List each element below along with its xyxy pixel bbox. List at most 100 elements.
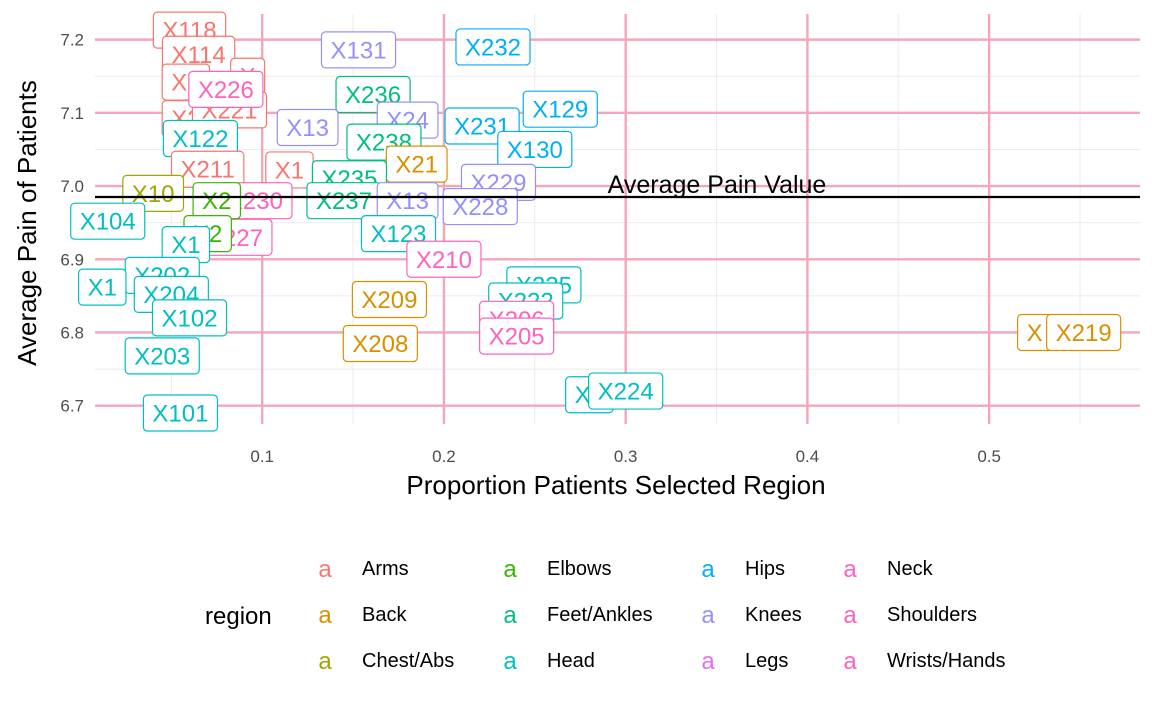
label-box	[276, 108, 339, 147]
legend-key: a	[318, 602, 332, 629]
point-label: X232	[455, 28, 531, 66]
label-text: X13	[386, 188, 429, 215]
grid-major	[95, 14, 1140, 424]
point-label: X226	[188, 70, 264, 109]
label-text: X129	[532, 97, 588, 124]
legend-key: a	[843, 648, 857, 675]
label-text: X	[1027, 320, 1043, 347]
x-tick-label: 0.3	[614, 447, 638, 466]
label-text: X228	[452, 194, 508, 221]
label-text: X131	[330, 37, 386, 64]
x-tick-label: 0.4	[796, 447, 820, 466]
legend-key: a	[843, 556, 857, 583]
legend-label: Neck	[887, 558, 934, 580]
label-text: X13	[286, 115, 329, 142]
point-label: X1	[161, 226, 211, 264]
legend-key: a	[503, 602, 517, 629]
legend-key: a	[843, 602, 857, 629]
label-text: X104	[80, 209, 136, 236]
label-text: X1	[275, 157, 304, 184]
y-tick-label: 7.1	[60, 104, 84, 123]
label-box	[70, 202, 146, 240]
point-label: X1	[77, 268, 127, 306]
x-axis-title: Proportion Patients Selected Region	[406, 470, 825, 500]
label-text: X205	[489, 324, 545, 351]
point-label: X101	[142, 394, 219, 432]
legend-key: a	[318, 556, 332, 583]
label-box	[406, 240, 482, 278]
label-text: X224	[598, 379, 654, 406]
point-label: X13	[376, 182, 439, 220]
point-label: X130	[497, 130, 573, 169]
label-box	[124, 337, 200, 375]
point-label: X203	[124, 337, 200, 375]
label-text: X210	[416, 247, 472, 274]
legend-label: Arms	[362, 558, 409, 580]
label-box	[77, 268, 127, 306]
point-label: X210	[406, 240, 482, 278]
legend-key: a	[503, 556, 517, 583]
label-text: X203	[134, 343, 190, 370]
x-tick-labels: 0.1 0.2 0.3 0.4 0.5	[250, 447, 1001, 466]
legend-label: Chest/Abs	[362, 650, 454, 672]
point-label: X102	[151, 299, 228, 337]
y-axis-title: Average Pain of Patients	[12, 80, 42, 366]
label-text: X1	[171, 232, 200, 259]
x-tick-label: 0.5	[977, 447, 1001, 466]
label-text: X237	[316, 188, 372, 215]
label-box	[351, 280, 428, 319]
y-tick-label: 6.7	[60, 397, 84, 416]
label-box	[122, 174, 185, 212]
label-text: X208	[352, 331, 408, 358]
legend-key: a	[318, 648, 332, 675]
label-box	[320, 31, 397, 69]
label-text: X226	[198, 77, 254, 104]
label-box	[479, 317, 555, 355]
point-label: X205	[479, 317, 555, 355]
legend-key: a	[503, 648, 517, 675]
label-text: X102	[161, 305, 217, 332]
label-text: X209	[361, 287, 417, 314]
y-tick-label: 6.9	[60, 250, 84, 269]
legend-label: Feet/Ankles	[547, 604, 653, 626]
label-text: X101	[152, 401, 208, 428]
legend-label: Back	[362, 604, 407, 626]
point-label: X224	[588, 372, 664, 410]
point-label: X237	[306, 182, 382, 220]
y-tick-label: 6.8	[60, 323, 84, 342]
label-text: X219	[1056, 320, 1112, 347]
label-box	[188, 70, 264, 109]
label-text: X21	[395, 152, 438, 179]
legend-title: region	[205, 603, 272, 630]
y-tick-labels: 6.7 6.8 6.9 7.0 7.1 7.2	[60, 31, 84, 416]
reference-line-label: Average Pain Value	[608, 171, 827, 199]
legend: a Arms a Back a Chest/Abs a Elbows a Feet/Ankles a…	[318, 556, 1005, 675]
label-text: X1	[88, 275, 117, 302]
label-text: X122	[172, 126, 228, 153]
point-label: X129	[522, 90, 598, 128]
point-label: X	[1016, 313, 1053, 352]
x-tick-label: 0.1	[250, 447, 274, 466]
label-box	[455, 28, 531, 66]
y-tick-label: 7.2	[60, 31, 84, 50]
legend-label: Head	[547, 650, 595, 672]
label-box	[522, 90, 598, 128]
x-tick-label: 0.2	[432, 447, 456, 466]
point-label: X208	[342, 324, 418, 363]
y-tick-label: 7.0	[60, 177, 84, 196]
point-label: X209	[351, 280, 428, 319]
label-box	[142, 394, 219, 432]
point-label: X211	[170, 150, 245, 188]
point-label: X219	[1046, 313, 1122, 352]
point-label: X131	[320, 31, 397, 69]
label-box	[1046, 313, 1122, 352]
legend-key: a	[701, 602, 715, 629]
point-labels: X118X114X2XX2X221X122X211X1X226X131X232X…	[70, 11, 1122, 432]
label-box	[342, 324, 418, 363]
legend-label: Knees	[745, 604, 802, 626]
point-label: X13	[276, 108, 339, 147]
label-text: X2	[202, 188, 231, 215]
label-box	[588, 372, 664, 410]
label-text: X130	[507, 137, 563, 164]
